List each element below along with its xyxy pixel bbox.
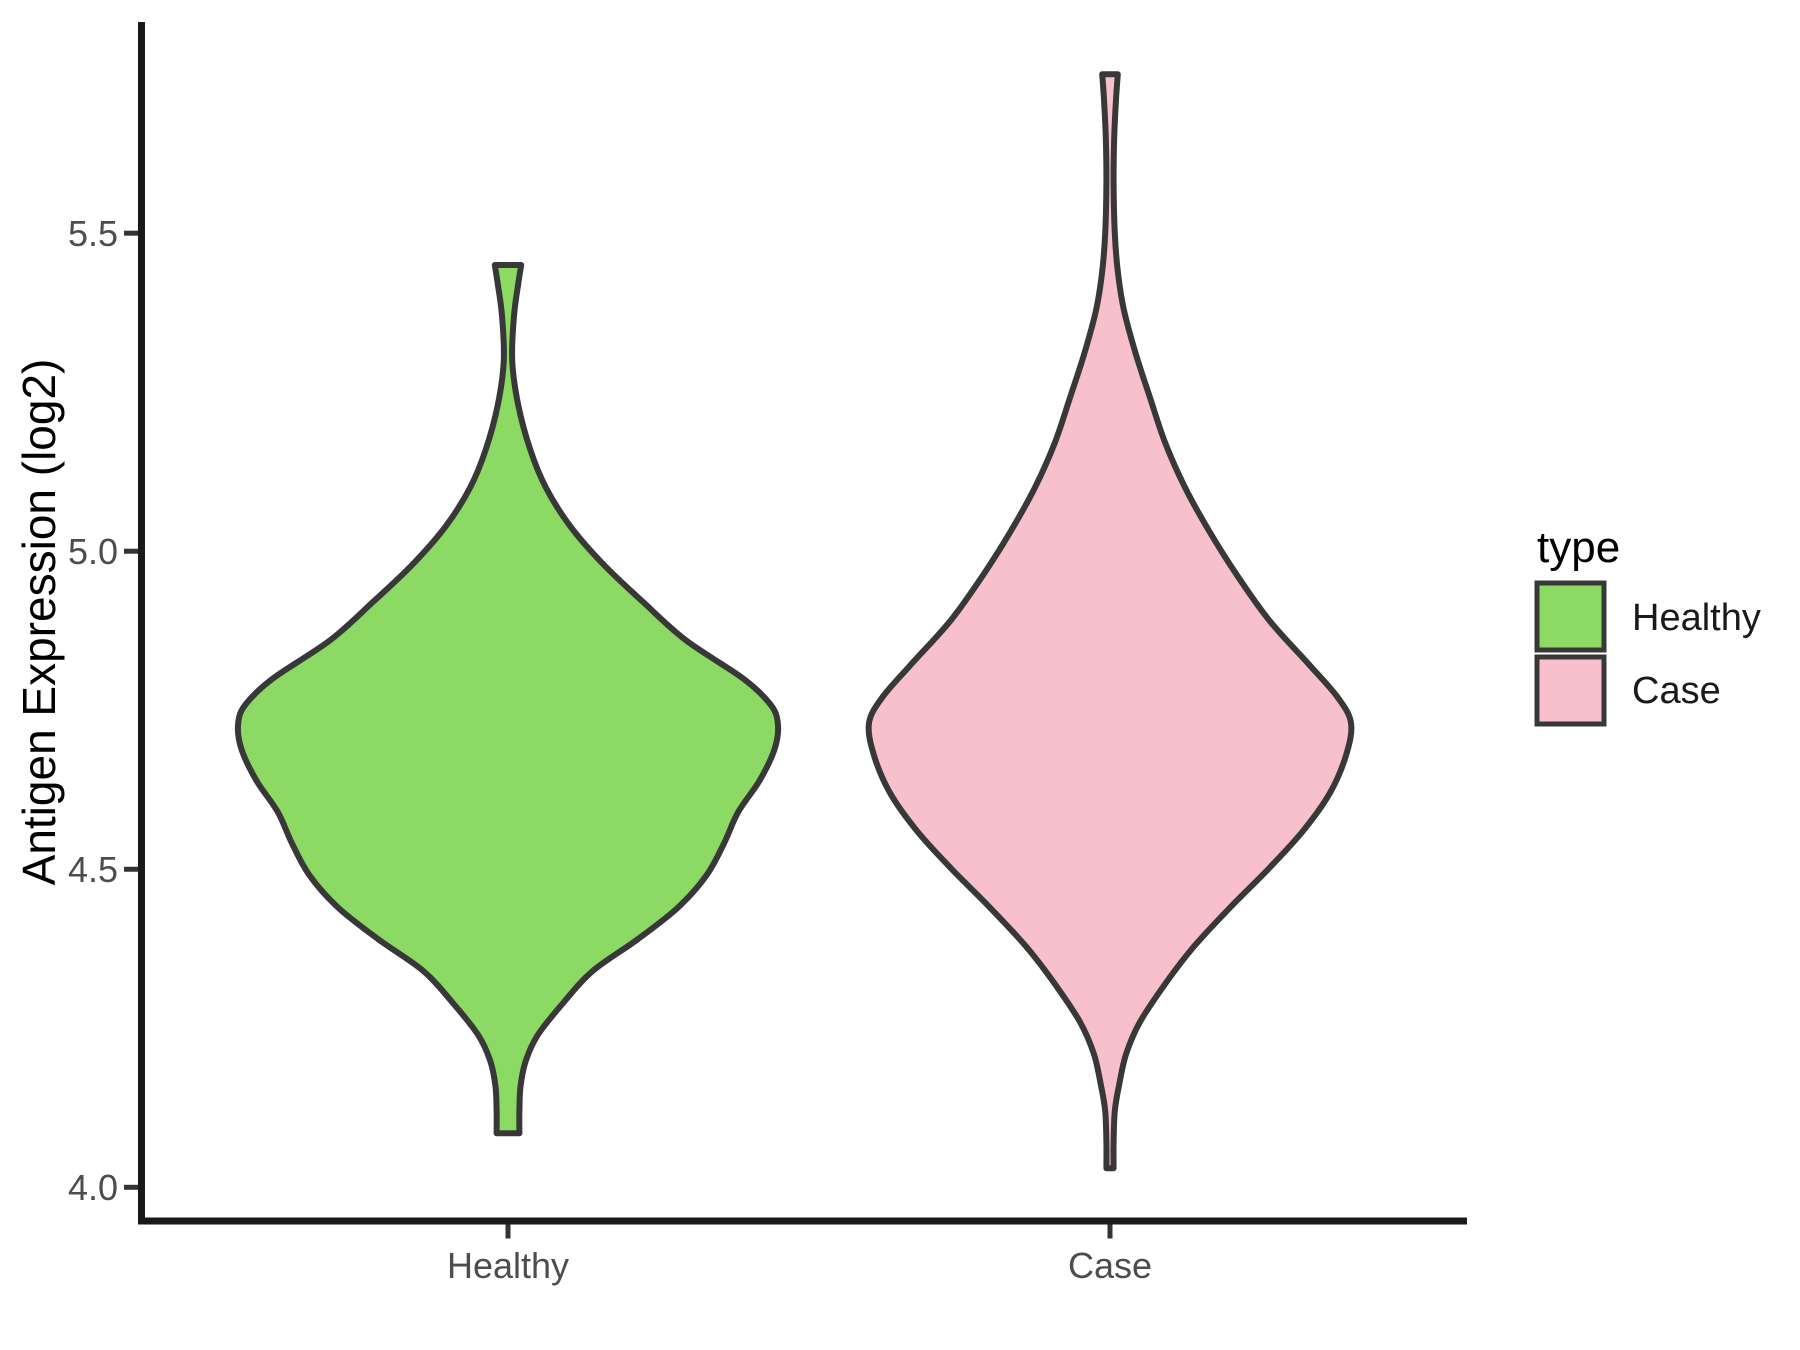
y-tick-label-4.5: 4.5 bbox=[68, 849, 118, 890]
violin-healthy bbox=[234, 262, 782, 1137]
violins-group bbox=[234, 71, 1355, 1172]
legend: type Healthy Case bbox=[1534, 523, 1761, 727]
violin-case bbox=[865, 71, 1355, 1172]
x-category-labels: Healthy Case bbox=[447, 1245, 1152, 1286]
y-tick-label-5.0: 5.0 bbox=[68, 531, 118, 572]
x-label-healthy: Healthy bbox=[447, 1245, 569, 1286]
legend-label-case: Case bbox=[1632, 670, 1721, 712]
legend-swatch-healthy bbox=[1534, 580, 1607, 653]
legend-swatch-case bbox=[1534, 654, 1607, 727]
y-tick-label-5.5: 5.5 bbox=[68, 213, 118, 254]
legend-item-case: Case bbox=[1534, 654, 1721, 727]
y-tick-labels: 4.0 4.5 5.0 5.5 bbox=[68, 213, 118, 1208]
axes-group bbox=[124, 22, 1467, 1239]
y-axis-title: Antigen Expression (log2) bbox=[13, 359, 65, 886]
legend-title: type bbox=[1537, 523, 1620, 572]
y-tick-label-4.0: 4.0 bbox=[68, 1167, 118, 1208]
legend-item-healthy: Healthy bbox=[1534, 580, 1761, 653]
legend-label-healthy: Healthy bbox=[1632, 597, 1761, 639]
x-label-case: Case bbox=[1068, 1245, 1152, 1286]
